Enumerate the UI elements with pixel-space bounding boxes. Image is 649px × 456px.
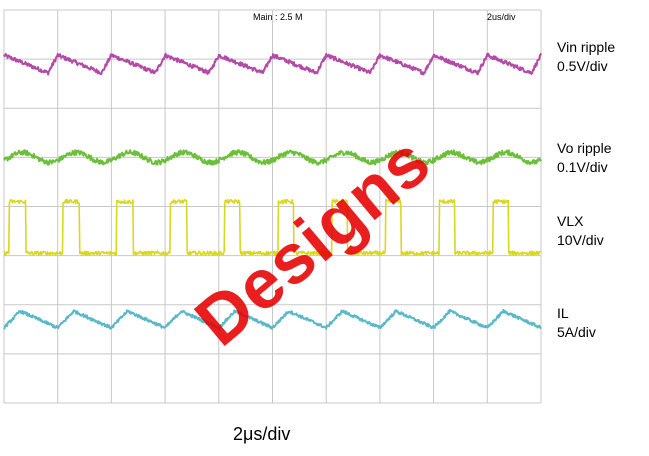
label-vo-ripple: Vo ripple 0.1V/div (557, 139, 611, 177)
x-caption: 2μs/div (233, 424, 291, 444)
label-vo-ripple-name: Vo ripple (557, 140, 612, 156)
trace-vo-ripple (3, 149, 542, 166)
label-il-name: IL (557, 305, 569, 321)
trace-vlx (3, 198, 542, 256)
trace-il (3, 308, 542, 331)
traces-group (3, 52, 542, 331)
label-vlx-name: VLX (557, 213, 584, 229)
trace-vin-ripple (3, 52, 542, 76)
header-timebase-label: 2us/div (487, 12, 516, 22)
label-vin-ripple: Vin ripple 0.5V/div (557, 38, 615, 76)
label-vlx: VLX 10V/div (557, 212, 604, 250)
label-il-scale: 5A/div (557, 324, 596, 340)
label-vlx-scale: 10V/div (557, 232, 604, 248)
label-vin-ripple-scale: 0.5V/div (557, 58, 608, 74)
label-vo-ripple-scale: 0.1V/div (557, 159, 608, 175)
label-vin-ripple-name: Vin ripple (557, 39, 616, 55)
header-main-label: Main : 2.5 M (253, 12, 303, 22)
label-il: IL 5A/div (557, 304, 596, 342)
scope-grid (3, 9, 542, 404)
